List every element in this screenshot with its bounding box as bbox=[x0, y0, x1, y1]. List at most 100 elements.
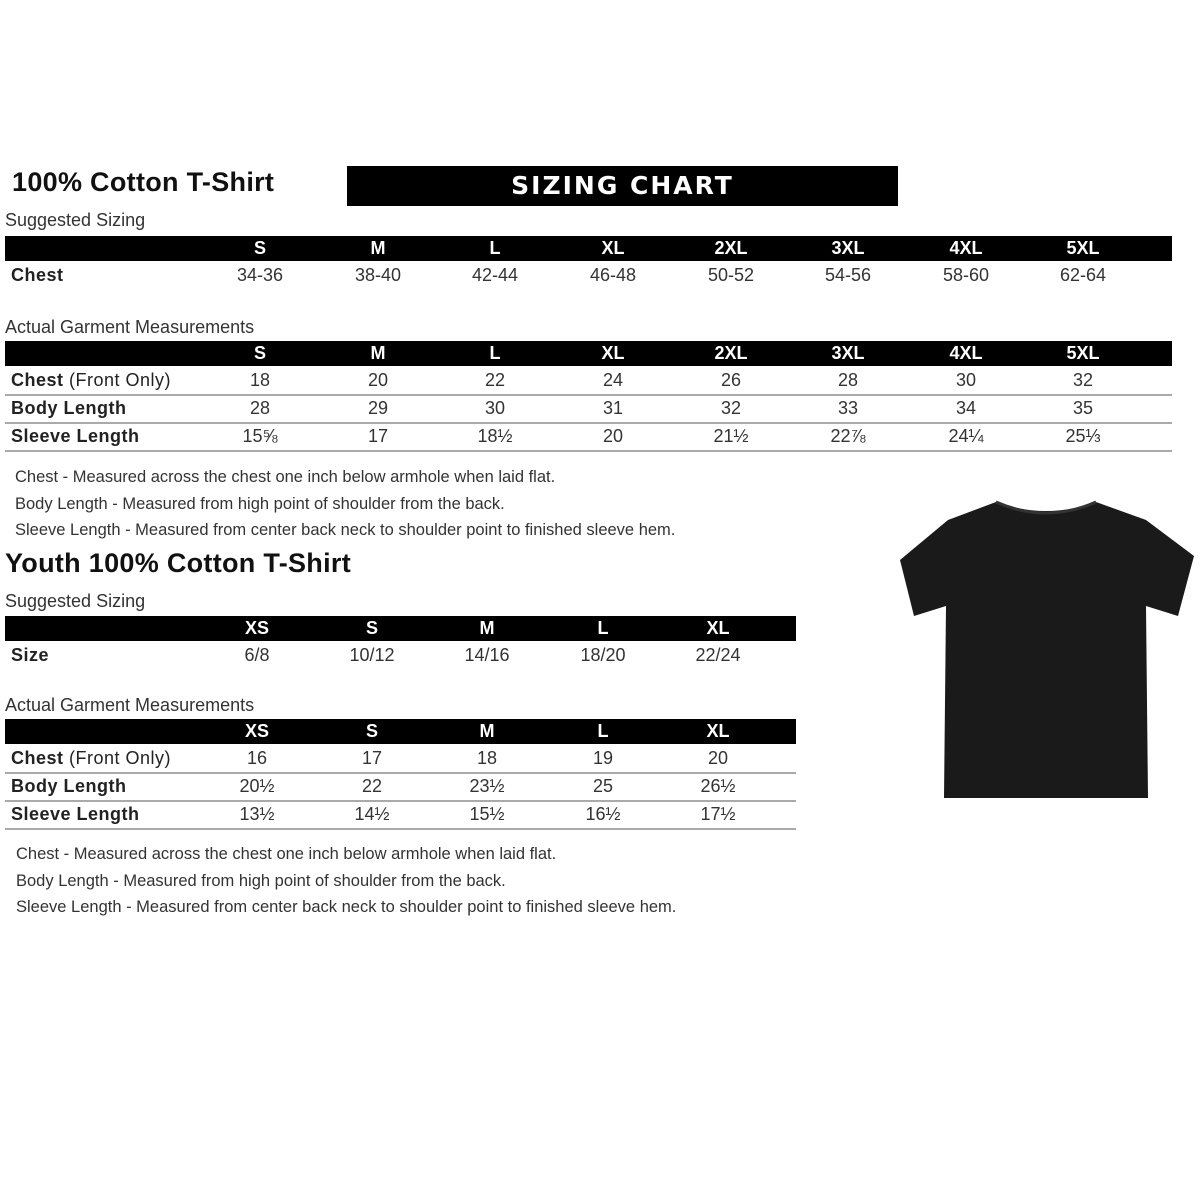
table-cell: 38-40 bbox=[354, 265, 402, 285]
size-header-L: L bbox=[597, 618, 609, 638]
row-label: Size bbox=[11, 645, 49, 666]
table-cell: 10/12 bbox=[349, 645, 395, 665]
adult-actual_label: Actual Garment Measurements bbox=[5, 317, 255, 337]
table-cell: 26½ bbox=[700, 776, 736, 796]
size-header-M: M bbox=[479, 618, 495, 638]
table-cell: 24¼ bbox=[948, 426, 984, 446]
table-cell: 29 bbox=[367, 398, 389, 418]
table-cell: 17 bbox=[367, 426, 389, 446]
size-header-4XL: 4XL bbox=[949, 238, 983, 258]
size-header-XL: XL bbox=[601, 343, 625, 363]
youth-title: Youth 100% Cotton T-Shirt bbox=[5, 548, 351, 578]
adult-size-header bbox=[5, 236, 1172, 261]
measurement-note: Chest - Measured across the chest one in… bbox=[15, 468, 556, 486]
row-label: Body Length bbox=[11, 398, 127, 419]
adult-size-header bbox=[5, 341, 1172, 366]
row-label-suffix: (Front Only) bbox=[69, 370, 172, 390]
measurement-note: Body Length - Measured from high point o… bbox=[15, 494, 505, 513]
table-cell: 16 bbox=[246, 748, 268, 768]
table-cell: 34-36 bbox=[236, 265, 284, 285]
table-cell: 17 bbox=[361, 748, 383, 768]
table-cell: 19 bbox=[592, 748, 614, 768]
size-header-L: L bbox=[489, 343, 501, 363]
size-header-S: S bbox=[253, 343, 267, 363]
table-cell: 18½ bbox=[477, 426, 513, 446]
table-cell: 18/20 bbox=[580, 645, 626, 665]
row-divider bbox=[5, 422, 1172, 424]
row-divider bbox=[5, 394, 1172, 396]
table-cell: 15⅝ bbox=[242, 426, 278, 446]
table-cell: 25⅓ bbox=[1065, 426, 1101, 446]
table-cell: 30 bbox=[955, 370, 977, 390]
table-cell: 42-44 bbox=[471, 265, 519, 285]
table-cell: 20 bbox=[602, 426, 624, 446]
table-cell: 14½ bbox=[354, 804, 390, 824]
table-cell: 20½ bbox=[239, 776, 275, 796]
row-label: Chest (Front Only) bbox=[11, 370, 171, 391]
table-cell: 54-56 bbox=[824, 265, 872, 285]
table-cell: 22⅞ bbox=[830, 426, 866, 446]
size-header-4XL: 4XL bbox=[949, 343, 983, 363]
size-header-XL: XL bbox=[706, 618, 730, 638]
youth-size-header bbox=[5, 616, 796, 641]
measurement-note: Sleeve Length - Measured from center bac… bbox=[15, 521, 676, 539]
row-label-text: Chest bbox=[11, 265, 64, 285]
row-label-suffix: (Front Only) bbox=[69, 748, 172, 768]
size-header-2XL: 2XL bbox=[714, 343, 748, 363]
table-cell: 26 bbox=[720, 370, 742, 390]
row-label: Chest (Front Only) bbox=[11, 748, 171, 769]
adult-title: 100% Cotton T-Shirt bbox=[12, 167, 275, 197]
table-cell: 33 bbox=[837, 398, 859, 418]
size-header-5XL: 5XL bbox=[1066, 343, 1100, 363]
table-cell: 22/24 bbox=[695, 645, 741, 665]
table-cell: 32 bbox=[1072, 370, 1094, 390]
table-cell: 28 bbox=[837, 370, 859, 390]
row-divider bbox=[5, 772, 796, 774]
row-label-text: Chest bbox=[11, 748, 64, 768]
table-cell: 16½ bbox=[585, 804, 621, 824]
table-cell: 15½ bbox=[469, 804, 505, 824]
table-cell: 18 bbox=[476, 748, 498, 768]
size-header-XS: XS bbox=[244, 618, 270, 638]
table-cell: 31 bbox=[602, 398, 624, 418]
size-header-L: L bbox=[597, 721, 609, 741]
adult-suggested_label: Suggested Sizing bbox=[5, 210, 146, 230]
measurement-note: Chest - Measured across the chest one in… bbox=[16, 845, 557, 863]
table-cell: 22 bbox=[484, 370, 506, 390]
sizing-chart-banner: SIZING CHART bbox=[347, 166, 898, 206]
table-cell: 30 bbox=[484, 398, 506, 418]
table-cell: 13½ bbox=[239, 804, 275, 824]
row-label-text: Body Length bbox=[11, 776, 127, 796]
table-cell: 62-64 bbox=[1059, 265, 1107, 285]
row-label-text: Body Length bbox=[11, 398, 127, 418]
table-cell: 14/16 bbox=[464, 645, 510, 665]
table-cell: 20 bbox=[367, 370, 389, 390]
row-divider bbox=[5, 800, 796, 802]
table-cell: 24 bbox=[602, 370, 624, 390]
row-label: Body Length bbox=[11, 776, 127, 797]
measurement-note: Body Length - Measured from high point o… bbox=[16, 871, 506, 890]
size-header-2XL: 2XL bbox=[714, 238, 748, 258]
row-label-text: Chest bbox=[11, 370, 64, 390]
table-cell: 22 bbox=[361, 776, 383, 796]
measurement-note: Sleeve Length - Measured from center bac… bbox=[16, 898, 677, 916]
row-label-text: Size bbox=[11, 645, 50, 665]
table-cell: 46-48 bbox=[589, 265, 637, 285]
table-cell: 25 bbox=[592, 776, 614, 796]
youth-suggested_label: Suggested Sizing bbox=[5, 591, 146, 611]
size-header-XL: XL bbox=[706, 721, 730, 741]
row-label-text: Sleeve Length bbox=[11, 804, 140, 824]
size-header-XL: XL bbox=[601, 238, 625, 258]
size-header-3XL: 3XL bbox=[831, 343, 865, 363]
size-header-L: L bbox=[489, 238, 501, 258]
size-header-M: M bbox=[370, 238, 386, 258]
table-cell: 20 bbox=[707, 748, 729, 768]
table-cell: 21½ bbox=[713, 426, 749, 446]
row-label: Chest bbox=[11, 265, 64, 286]
table-cell: 23½ bbox=[469, 776, 505, 796]
size-header-S: S bbox=[365, 618, 379, 638]
table-cell: 34 bbox=[955, 398, 977, 418]
table-cell: 58-60 bbox=[942, 265, 990, 285]
table-cell: 32 bbox=[720, 398, 742, 418]
size-header-M: M bbox=[479, 721, 495, 741]
